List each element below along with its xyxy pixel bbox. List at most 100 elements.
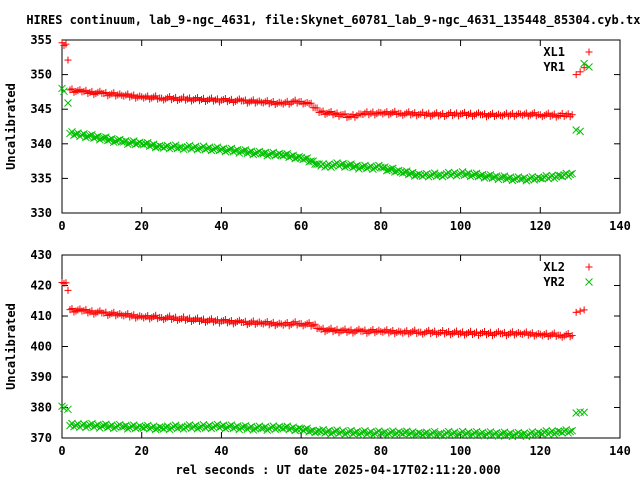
data-point [221, 424, 230, 433]
data-point [221, 147, 230, 156]
data-point [480, 174, 489, 182]
x-tick-label: 140 [609, 444, 631, 458]
data-point [101, 133, 110, 141]
data-point [123, 140, 132, 149]
x-tick-label: 20 [134, 444, 148, 458]
data-point [388, 164, 397, 173]
data-point [516, 430, 525, 439]
data-point [82, 423, 90, 432]
data-point [68, 305, 76, 313]
data-point [239, 147, 248, 155]
data-point [341, 430, 349, 439]
x-tick-label: 60 [294, 219, 308, 233]
y-tick-label: 410 [30, 309, 52, 323]
data-point [99, 134, 108, 142]
data-point [237, 423, 246, 432]
data-point [78, 130, 86, 139]
data-point [568, 426, 577, 435]
data-point [193, 145, 202, 154]
data-point [576, 307, 584, 315]
data-point [357, 163, 365, 172]
data-point [554, 427, 563, 435]
data-point [62, 40, 70, 48]
data-point [123, 425, 132, 433]
legend-marker [585, 263, 593, 271]
data-point [311, 428, 319, 437]
data-point [84, 132, 92, 141]
y-tick-label: 420 [30, 279, 52, 293]
data-point [572, 71, 580, 79]
data-point [568, 111, 576, 119]
data-point [305, 319, 313, 327]
x-tick-label: 100 [450, 219, 472, 233]
data-point [94, 132, 102, 141]
data-point [299, 426, 307, 435]
y-tick-label: 430 [30, 248, 52, 262]
data-point [307, 99, 315, 107]
panel-top: 0 20 40 60 80 100 120 140 330 335 340 345 350 355 Unca… [4, 33, 631, 233]
data-point [382, 166, 391, 175]
data-point [263, 151, 272, 160]
data-point [111, 137, 120, 146]
data-point [470, 170, 479, 179]
data-point [307, 157, 315, 165]
data-point [313, 160, 321, 168]
data-point [566, 427, 575, 436]
data-point [245, 148, 254, 157]
data-point [287, 152, 296, 161]
data-point [211, 144, 220, 153]
data-point [64, 405, 72, 414]
x-tick-label: 120 [529, 219, 551, 233]
y-tick-label: 370 [30, 431, 52, 445]
data-point [229, 147, 238, 156]
data-point [303, 424, 311, 433]
data-point [341, 110, 349, 118]
x-tick-label: 60 [294, 444, 308, 458]
data-point [88, 130, 96, 139]
data-point [313, 104, 321, 112]
data-point [572, 308, 580, 316]
data-point [195, 423, 204, 432]
data-point [103, 136, 112, 145]
y-axis-label: Uncalibrated [4, 303, 18, 390]
data-point [386, 165, 395, 173]
x-tick-label: 80 [374, 219, 388, 233]
data-point [462, 170, 471, 179]
data-point [141, 139, 150, 148]
data-point [80, 130, 88, 138]
x-axis-label: rel seconds : UT date 2025-04-17T02:11:2… [175, 463, 500, 477]
x-tick-label: 0 [58, 444, 65, 458]
x-tick-label: 40 [214, 219, 228, 233]
data-point [434, 171, 443, 179]
y-tick-label: 390 [30, 370, 52, 384]
panel-bottom: 0 20 40 60 80 100 120 140 370 380 390 400 410 420 430 U… [4, 248, 631, 458]
legend-label: XL1 [543, 45, 565, 59]
data-point [301, 154, 309, 163]
data-point [568, 169, 577, 178]
data-point [64, 99, 72, 107]
data-point [295, 424, 304, 432]
data-point [165, 144, 174, 153]
data-point [249, 150, 258, 159]
y-tick-label: 355 [30, 33, 52, 47]
data-point [64, 56, 72, 64]
data-point [291, 154, 300, 163]
data-point [566, 170, 575, 179]
data-point [279, 151, 288, 160]
data-point [109, 138, 118, 147]
data-point [490, 430, 499, 438]
data-point [109, 424, 118, 433]
y-tick-label: 340 [30, 137, 52, 151]
data-point [424, 172, 433, 181]
data-point [155, 141, 164, 150]
data-point [301, 425, 309, 434]
data-point [151, 143, 160, 152]
data-point [576, 127, 584, 136]
x-tick-label: 0 [58, 219, 65, 233]
x-tick-label: 20 [134, 219, 148, 233]
data-point [223, 146, 232, 155]
x-tick-label: 140 [609, 219, 631, 233]
data-point [343, 162, 351, 170]
data-point [60, 87, 68, 96]
data-point [145, 142, 154, 150]
